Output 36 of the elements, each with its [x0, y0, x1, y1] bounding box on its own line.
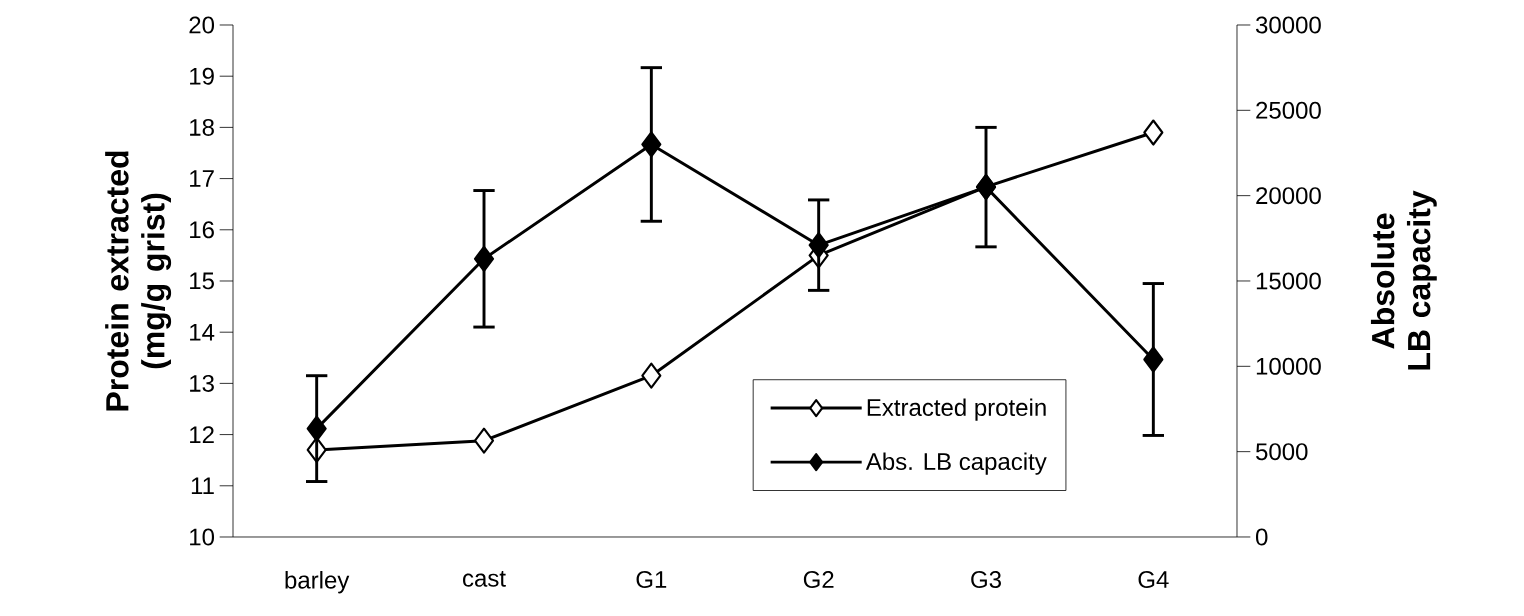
x-tick-label: G4 [1138, 571, 1169, 589]
y-tick-label: 13 [190, 374, 214, 392]
point [473, 245, 495, 272]
y2-tick-label: 0 [1255, 528, 1268, 546]
y-tick-label: 17 [190, 170, 214, 187]
x-tick-label: G1 [636, 571, 667, 589]
point [808, 232, 829, 259]
point [641, 362, 662, 389]
x-tick-label: cast [463, 571, 506, 587]
legend-label: Abs. LB capacity [865, 452, 1047, 475]
y2-tick-label: 10000 [1256, 357, 1321, 375]
x-tick-label: G3 [971, 571, 1001, 589]
point [1143, 346, 1164, 373]
point [473, 427, 495, 454]
y2-axis-title: Absolute LB capacity [1370, 190, 1437, 370]
y-tick-label: 18 [190, 118, 214, 136]
legend-label: Extracted protein [867, 398, 1046, 421]
y-tick-label: 10 [190, 528, 215, 546]
y2-tick-label: 15000 [1256, 272, 1321, 290]
y-tick-label: 11 [191, 477, 214, 495]
point [306, 415, 327, 442]
point [641, 131, 662, 158]
y2-tick-label: 25000 [1256, 101, 1321, 119]
y-tick-label: 16 [190, 221, 214, 239]
x-tick-label: G2 [803, 571, 834, 589]
x-tick-label: barley [285, 571, 350, 594]
y-tick-label: 15 [190, 272, 214, 290]
y2-tick-label: 30000 [1255, 16, 1321, 34]
point [1143, 119, 1164, 146]
y2-tick-label: 5000 [1256, 443, 1308, 461]
y-tick-label: 20 [189, 16, 215, 34]
y-tick-label: 19 [190, 67, 214, 85]
y-tick-label: 14 [190, 323, 215, 341]
y-axis-title: Protein extracted (mg/g grist) [105, 151, 172, 411]
y2-tick-label: 20000 [1256, 187, 1321, 205]
y-tick-label: 12 [190, 426, 214, 443]
